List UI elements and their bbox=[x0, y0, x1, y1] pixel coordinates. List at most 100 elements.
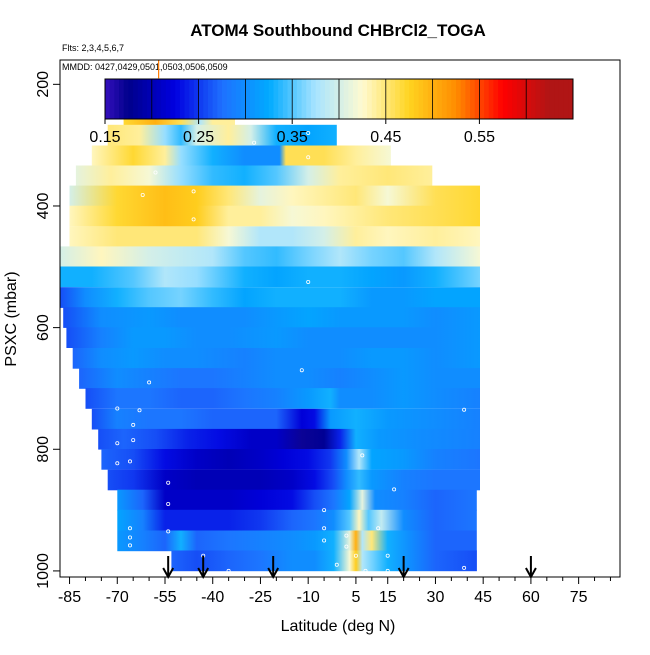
colorbar-segment bbox=[310, 79, 317, 119]
colorbar-segment bbox=[184, 79, 190, 119]
x-tick-label: -40 bbox=[201, 589, 224, 606]
colorbar-segment bbox=[465, 79, 471, 119]
colorbar-segment bbox=[427, 79, 434, 119]
chart-subtitle-flights: Flts: 2,3,4,5,6,7 bbox=[62, 43, 124, 53]
heatmap-rows bbox=[60, 60, 481, 572]
colorbar-segment bbox=[296, 79, 303, 119]
heatmap-row bbox=[85, 388, 480, 409]
profile-marker bbox=[385, 553, 390, 558]
colorbar-segment bbox=[498, 79, 504, 119]
heatmap-row bbox=[60, 246, 480, 268]
colorbar-segment bbox=[231, 79, 237, 119]
colorbar-segment bbox=[376, 79, 382, 119]
heatmap-row bbox=[75, 165, 433, 187]
profile-marker bbox=[385, 568, 390, 573]
x-tick-label: 30 bbox=[427, 589, 445, 606]
profile-marker bbox=[306, 155, 311, 160]
heatmap-row bbox=[117, 509, 477, 531]
profile-marker bbox=[363, 568, 368, 573]
colorbar-segment bbox=[568, 79, 574, 119]
colorbar-segment bbox=[512, 79, 518, 119]
colorbar-tick-label: 0.45 bbox=[370, 129, 401, 146]
profile-marker bbox=[306, 279, 311, 284]
colorbar-segment bbox=[245, 79, 251, 119]
colorbar-segment bbox=[207, 79, 214, 119]
colorbar-segment bbox=[413, 79, 420, 119]
profile-marker bbox=[140, 192, 145, 197]
colorbar-segment bbox=[339, 79, 345, 119]
colorbar-segment bbox=[544, 79, 551, 119]
colorbar-segment bbox=[521, 79, 527, 119]
heatmap-row bbox=[117, 530, 477, 552]
colorbar-tick-label: 0.35 bbox=[277, 129, 308, 146]
colorbar-segment bbox=[137, 79, 143, 119]
colorbar-segment bbox=[334, 79, 340, 119]
colorbar-segment bbox=[558, 79, 565, 119]
colorbar-segment bbox=[329, 79, 335, 119]
colorbar-segment bbox=[479, 79, 485, 119]
colorbar-segment bbox=[353, 79, 359, 119]
colorbar-segment bbox=[156, 79, 162, 119]
heatmap-row bbox=[72, 348, 480, 369]
colorbar-segment bbox=[170, 79, 176, 119]
profile-marker bbox=[299, 368, 304, 373]
profile-marker bbox=[344, 544, 349, 549]
colorbar-segment bbox=[287, 79, 293, 119]
colorbar-segment bbox=[175, 79, 181, 119]
heatmap-row bbox=[101, 449, 481, 470]
colorbar-segment bbox=[423, 79, 429, 119]
colorbar-segment bbox=[343, 79, 349, 119]
x-tick-label: 60 bbox=[522, 589, 540, 606]
colorbar-segment bbox=[540, 79, 546, 119]
heatmap-row bbox=[117, 489, 477, 511]
colorbar-segment bbox=[109, 79, 115, 119]
profile-marker bbox=[153, 170, 158, 175]
colorbar-segment bbox=[105, 79, 111, 119]
colorbar-segment bbox=[348, 79, 354, 119]
colorbar-segment bbox=[399, 79, 406, 119]
colorbar-tick-label: 0.25 bbox=[183, 129, 214, 146]
colorbar-segment bbox=[488, 79, 494, 119]
profile-marker bbox=[166, 480, 171, 485]
y-tick-label: 600 bbox=[35, 314, 52, 341]
colorbar-segment bbox=[437, 79, 443, 119]
colorbar-segment bbox=[554, 79, 560, 119]
colorbar-segment bbox=[315, 79, 321, 119]
profile-marker bbox=[334, 562, 339, 567]
colorbar-segment bbox=[165, 79, 172, 119]
colorbar-segment bbox=[128, 79, 134, 119]
flight-arrow bbox=[525, 556, 537, 580]
colorbar-segment bbox=[484, 79, 490, 119]
profile-marker bbox=[127, 543, 132, 548]
colorbar-segment bbox=[142, 79, 148, 119]
x-tick-label: 45 bbox=[474, 589, 492, 606]
y-tick-label: 800 bbox=[35, 436, 52, 463]
colorbar-segment bbox=[259, 79, 265, 119]
colorbar-segment bbox=[193, 79, 200, 119]
colorbar-tick-label: 0.15 bbox=[89, 129, 120, 146]
y-axis: 200 400 600 800 1000 bbox=[35, 71, 60, 589]
colorbar-segment bbox=[441, 79, 448, 119]
colorbar-segment bbox=[264, 79, 270, 119]
profile-marker bbox=[252, 140, 257, 145]
profile-marker bbox=[322, 508, 327, 513]
colorbar-segment bbox=[301, 79, 307, 119]
colorbar-segment bbox=[189, 79, 195, 119]
x-tick-label: -85 bbox=[58, 589, 81, 606]
colorbar-segment bbox=[516, 79, 523, 119]
colorbar-segment bbox=[367, 79, 373, 119]
colorbar-segment bbox=[418, 79, 424, 119]
colorbar-segment bbox=[292, 79, 298, 119]
profile-marker bbox=[137, 408, 142, 413]
colorbar-segment bbox=[236, 79, 242, 119]
x-axis: -85 -70 -55 -40 -25 -10 5 15 30 45 60 75 bbox=[58, 577, 611, 606]
colorbar-segment bbox=[549, 79, 555, 119]
profile-marker bbox=[226, 568, 231, 573]
y-tick-label: 200 bbox=[35, 71, 52, 98]
profile-marker bbox=[462, 407, 467, 412]
colorbar-segment bbox=[268, 79, 274, 119]
colorbar-segment bbox=[254, 79, 260, 119]
colorbar-segment bbox=[502, 79, 508, 119]
heatmap-row bbox=[107, 124, 337, 146]
